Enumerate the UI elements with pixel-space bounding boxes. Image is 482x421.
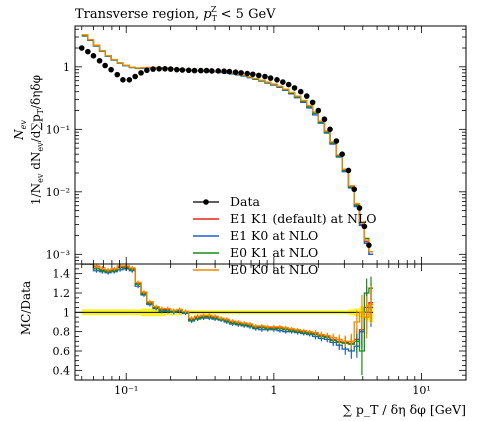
data-point: [285, 81, 292, 88]
data-point: [198, 67, 204, 74]
y-tick-label: 1: [63, 61, 70, 74]
data-point: [351, 186, 358, 193]
data-point: [78, 45, 85, 51]
main-ylabel-full: 1/Nev dNev/d∑pT/δηδφ: [29, 75, 45, 205]
data-point: [244, 70, 251, 77]
data-point: [309, 99, 316, 106]
data-point: [185, 67, 192, 74]
data-point: [90, 53, 97, 59]
legend-label-1: E1 K0 at NLO: [230, 228, 318, 243]
data-point: [315, 107, 322, 114]
ratio-series-3: [81, 264, 374, 342]
y-tick-label: 10⁻¹: [46, 123, 70, 136]
data-point: [280, 79, 286, 85]
data-point: [96, 57, 103, 64]
ratio-series-0: [81, 264, 374, 344]
main-ylabel: Nev: [12, 120, 28, 141]
data-point: [209, 68, 215, 74]
x-tick-label: 10¹: [412, 384, 430, 397]
data-point: [114, 71, 121, 78]
data-point: [85, 48, 91, 55]
legend-data-marker: [203, 199, 209, 205]
svg-text:Nev: Nev: [12, 120, 28, 141]
data-point: [250, 71, 256, 78]
data-point: [297, 88, 304, 95]
data-point: [120, 76, 126, 83]
data-point: [167, 66, 174, 72]
data-point: [321, 116, 328, 123]
data-point: [126, 76, 133, 83]
legend-label-2: E0 K1 at NLO: [230, 245, 318, 260]
data-point: [173, 66, 180, 73]
axis-ticks: 10⁻¹ 1 10¹ 10⁻³ 10⁻² 10⁻¹ 1 0.4 0.6 0.8 1 1.2 1.4: [46, 26, 467, 397]
ratio-y-tick-label: 0.6: [53, 345, 71, 358]
legend-label-3: E0 K0 at NLO: [230, 262, 318, 277]
data-point: [361, 223, 368, 230]
data-point: [132, 73, 138, 80]
data-point: [327, 126, 333, 133]
data-point: [144, 67, 150, 74]
data-point: [215, 68, 222, 74]
data-point: [291, 85, 298, 91]
ratio-ylabel: MC/Data: [19, 281, 33, 335]
x-axis-label: ∑ p_T / δη δφ [GeV]: [343, 402, 466, 417]
svg-text:1/Nev dNev/d∑pT/δηδφ: 1/Nev dNev/d∑pT/δηδφ: [29, 75, 45, 205]
data-point: [255, 72, 262, 79]
ratio-y-tick-label: 1.2: [53, 287, 71, 300]
legend: Data E1 K1 (default) at NLO E1 K0 at NLO E0…: [193, 194, 377, 277]
ratio-axes-frame: [74, 263, 467, 381]
main-panel: [78, 34, 374, 255]
data-point: [232, 69, 239, 76]
chart-title: Transverse region, pTZ < 5 GeV: [75, 5, 276, 23]
data-point: [191, 67, 198, 74]
data-point: [150, 66, 156, 72]
ratio-y-tick-label: 1: [63, 306, 70, 319]
ratio-y-tick-label: 0.4: [53, 364, 71, 377]
data-point: [366, 242, 372, 248]
data-point: [226, 68, 233, 75]
legend-label-data: Data: [230, 194, 260, 209]
data-point: [156, 65, 162, 72]
data-point: [333, 138, 340, 144]
ratio-y-tick-label: 1.4: [53, 268, 71, 281]
y-tick-label: 10⁻²: [46, 186, 70, 199]
data-point: [274, 76, 280, 83]
data-point: [238, 70, 244, 76]
y-tick-label: 10⁻³: [46, 248, 70, 261]
ratio-y-tick-label: 0.8: [53, 326, 71, 339]
data-point: [138, 70, 144, 76]
data-point: [221, 68, 227, 75]
data-point: [267, 75, 274, 81]
data-point: [203, 67, 210, 74]
data-point: [162, 65, 168, 72]
data-point: [345, 167, 352, 174]
data-point: [356, 205, 363, 211]
data-point: [262, 73, 268, 80]
data-point: [179, 67, 186, 73]
data-point: [102, 62, 108, 69]
data-point: [108, 66, 114, 73]
data-point: [303, 93, 310, 99]
legend-label-0: E1 K1 (default) at NLO: [230, 211, 377, 226]
ratio-panel: [75, 264, 374, 376]
x-tick-label: 1: [270, 384, 277, 397]
x-tick-label: 10⁻¹: [114, 384, 138, 397]
data-point: [339, 151, 345, 157]
